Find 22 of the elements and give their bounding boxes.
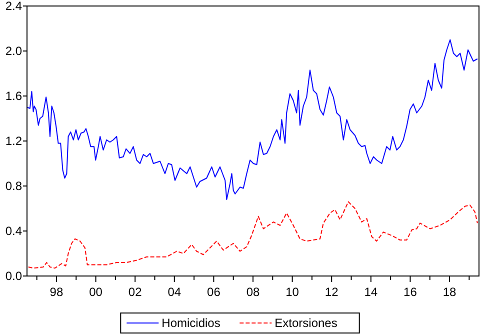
y-tick-label: 2.0: [5, 44, 22, 58]
x-tick-label: 02: [128, 285, 142, 299]
x-tick-label: 98: [50, 285, 64, 299]
y-tick-label: 1.2: [5, 134, 22, 148]
legend-label: Extorsiones: [274, 316, 338, 330]
x-tick-label: 12: [324, 285, 339, 299]
x-tick-label: 14: [364, 285, 378, 299]
line-series: [28, 201, 478, 269]
x-tick-label: 04: [168, 285, 182, 299]
line-series: [26, 39, 478, 200]
y-tick-label: 0.4: [5, 224, 22, 238]
x-tick-label: 18: [442, 285, 457, 299]
y-tick-label: 0.8: [5, 179, 22, 194]
y-tick-label: 0.0: [5, 269, 22, 284]
x-tick-label: 16: [404, 285, 418, 299]
x-tick-label: 00: [89, 285, 103, 299]
y-tick-label: 1.6: [5, 89, 22, 104]
x-tick-label: 10: [286, 285, 300, 299]
legend-label: Homicidios: [162, 316, 220, 330]
y-tick-label: 2.4: [5, 0, 22, 14]
x-tick-label: 06: [207, 285, 221, 299]
x-tick-label: 08: [246, 285, 260, 299]
